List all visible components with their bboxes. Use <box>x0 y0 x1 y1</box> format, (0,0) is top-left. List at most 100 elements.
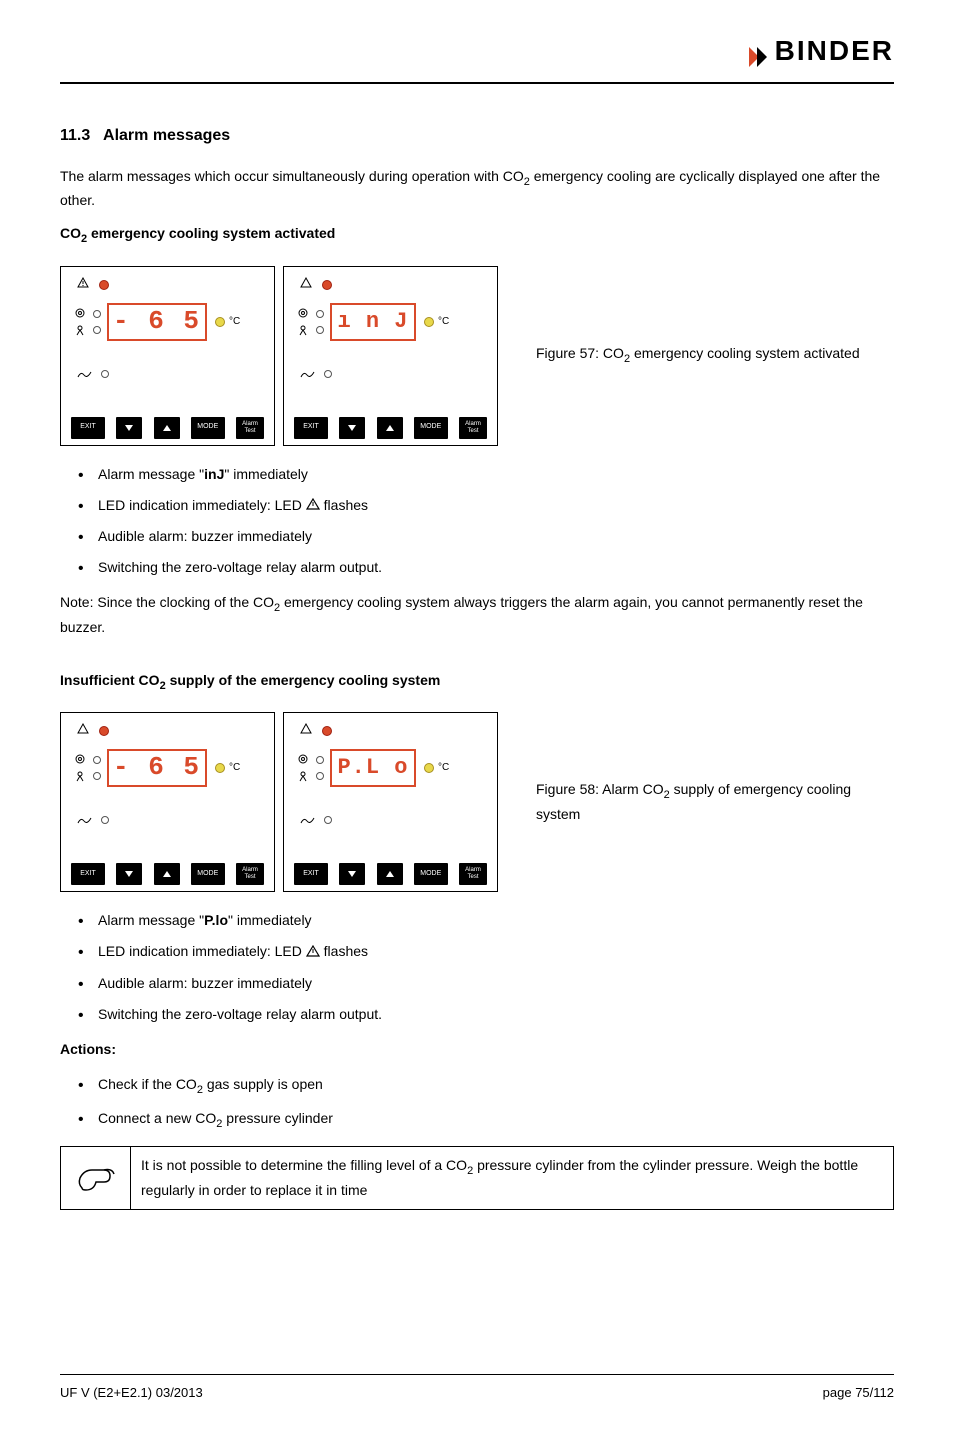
figure57-caption: Figure 57: CO2 emergency cooling system … <box>536 343 894 367</box>
led-off-icon <box>316 756 324 764</box>
down-button[interactable] <box>116 417 142 439</box>
alarm-test-button[interactable]: Alarm Test <box>236 417 264 439</box>
segment-display: - 6 5 <box>107 303 207 341</box>
mode-button[interactable]: MODE <box>191 863 225 885</box>
unit-label: °C <box>229 760 240 775</box>
note-box: It is not possible to determine the fill… <box>60 1146 894 1209</box>
alarm-triangle-icon <box>306 942 320 963</box>
led-off-icon <box>324 816 332 824</box>
block2-heading: Insufficient CO2 supply of the emergency… <box>60 670 894 694</box>
list-item: Audible alarm: buzzer immediately <box>78 526 894 547</box>
brand-text: BINDER <box>775 30 894 72</box>
status-led-icon <box>424 763 434 773</box>
display-panel-code: P.L o °C EXIT MODE Alarm Test <box>283 712 498 892</box>
led-off-icon <box>324 370 332 378</box>
panel-led-column <box>93 310 101 334</box>
list-item: Audible alarm: buzzer immediately <box>78 973 894 994</box>
segment-display: - 6 5 <box>107 749 207 787</box>
trend-icon <box>300 815 316 825</box>
list-item: LED indication immediately: LED flashes <box>78 941 894 963</box>
alarm-triangle-icon <box>77 720 89 741</box>
actions-list: Check if the CO2 gas supply is open Conn… <box>78 1074 894 1133</box>
alarm-triangle-icon <box>300 274 312 295</box>
led-off-icon <box>316 326 324 334</box>
status-led-icon <box>424 317 434 327</box>
up-button[interactable] <box>377 863 403 885</box>
alarm-led-icon <box>322 726 332 736</box>
down-button[interactable] <box>339 863 365 885</box>
brand-icon <box>745 39 769 63</box>
segment-display-code: P.L o <box>330 749 416 787</box>
mode-button[interactable]: MODE <box>414 863 448 885</box>
alarm-triangle-icon <box>77 274 89 295</box>
alarm-led-icon <box>322 280 332 290</box>
gear-icon <box>74 307 86 319</box>
up-button[interactable] <box>154 417 180 439</box>
alarm-test-button[interactable]: Alarm Test <box>459 417 487 439</box>
intro-text-before: The alarm messages which occur simultane… <box>60 168 524 184</box>
down-button[interactable] <box>339 417 365 439</box>
display-panel-value: - 6 5 °C EXIT MODE Alarm Test <box>60 712 275 892</box>
exit-button[interactable]: EXIT <box>71 863 105 885</box>
footer-left: UF V (E2+E2.1) 03/2013 <box>60 1383 203 1403</box>
exit-button[interactable]: EXIT <box>294 863 328 885</box>
block1-bullets: Alarm message "inJ" immediately LED indi… <box>78 464 894 579</box>
gear-icon <box>297 753 309 765</box>
alarm-led-icon <box>99 280 109 290</box>
figure58-caption: Figure 58: Alarm CO2 supply of emergency… <box>536 779 894 824</box>
up-button[interactable] <box>154 863 180 885</box>
alarm-triangle-icon <box>300 720 312 741</box>
note-text: It is not possible to determine the fill… <box>131 1147 893 1208</box>
person-icon <box>297 771 309 783</box>
mode-button[interactable]: MODE <box>191 417 225 439</box>
mode-button[interactable]: MODE <box>414 417 448 439</box>
panel-top-row <box>69 277 266 293</box>
led-off-icon <box>101 816 109 824</box>
panel-mid-row: - 6 5 °C <box>69 301 266 343</box>
page-footer: UF V (E2+E2.1) 03/2013 page 75/112 <box>60 1374 894 1403</box>
led-off-icon <box>101 370 109 378</box>
list-item: Check if the CO2 gas supply is open <box>78 1074 894 1098</box>
alarm-led-icon <box>99 726 109 736</box>
alarm-test-button[interactable]: Alarm Test <box>236 863 264 885</box>
gear-icon <box>297 307 309 319</box>
led-off-icon <box>93 310 101 318</box>
trend-icon <box>77 369 93 379</box>
exit-button[interactable]: EXIT <box>294 417 328 439</box>
trend-icon <box>77 815 93 825</box>
led-off-icon <box>93 772 101 780</box>
alarm-test-button[interactable]: Alarm Test <box>459 863 487 885</box>
panel-graph-row <box>69 367 266 381</box>
spacer <box>60 1224 894 1374</box>
section-heading: 11.3 Alarm messages <box>60 124 894 148</box>
unit-label: °C <box>229 314 240 329</box>
status-led-icon <box>215 317 225 327</box>
block1-note: Note: Since the clocking of the CO2 emer… <box>60 592 894 637</box>
block2-bullets: Alarm message "P.lo" immediately LED ind… <box>78 910 894 1025</box>
note-icon-cell <box>61 1147 131 1208</box>
block2-panels: - 6 5 °C EXIT MODE Alarm Test P.L o °C <box>60 712 894 892</box>
list-item: Switching the zero-voltage relay alarm o… <box>78 557 894 578</box>
led-off-icon <box>316 310 324 318</box>
status-led-icon <box>215 763 225 773</box>
gear-icon <box>74 753 86 765</box>
trend-icon <box>300 369 316 379</box>
person-icon <box>74 771 86 783</box>
panel-left-icons <box>73 307 87 337</box>
display-panel-code: ı n J °C EXIT MODE Alarm Test <box>283 266 498 446</box>
segment-display-code: ı n J <box>330 303 416 341</box>
unit-area: °C <box>215 314 240 329</box>
led-off-icon <box>93 326 101 334</box>
unit-label: °C <box>438 314 449 329</box>
down-button[interactable] <box>116 863 142 885</box>
section-title-text: Alarm messages <box>103 127 230 144</box>
intro-paragraph: The alarm messages which occur simultane… <box>60 166 894 211</box>
up-button[interactable] <box>377 417 403 439</box>
list-item: Connect a new CO2 pressure cylinder <box>78 1108 894 1132</box>
list-item: Switching the zero-voltage relay alarm o… <box>78 1004 894 1025</box>
page-header: BINDER <box>60 30 894 84</box>
unit-label: °C <box>438 760 449 775</box>
exit-button[interactable]: EXIT <box>71 417 105 439</box>
block1-heading: CO2 emergency cooling system activated <box>60 223 894 247</box>
section-number: 11.3 <box>60 127 90 144</box>
